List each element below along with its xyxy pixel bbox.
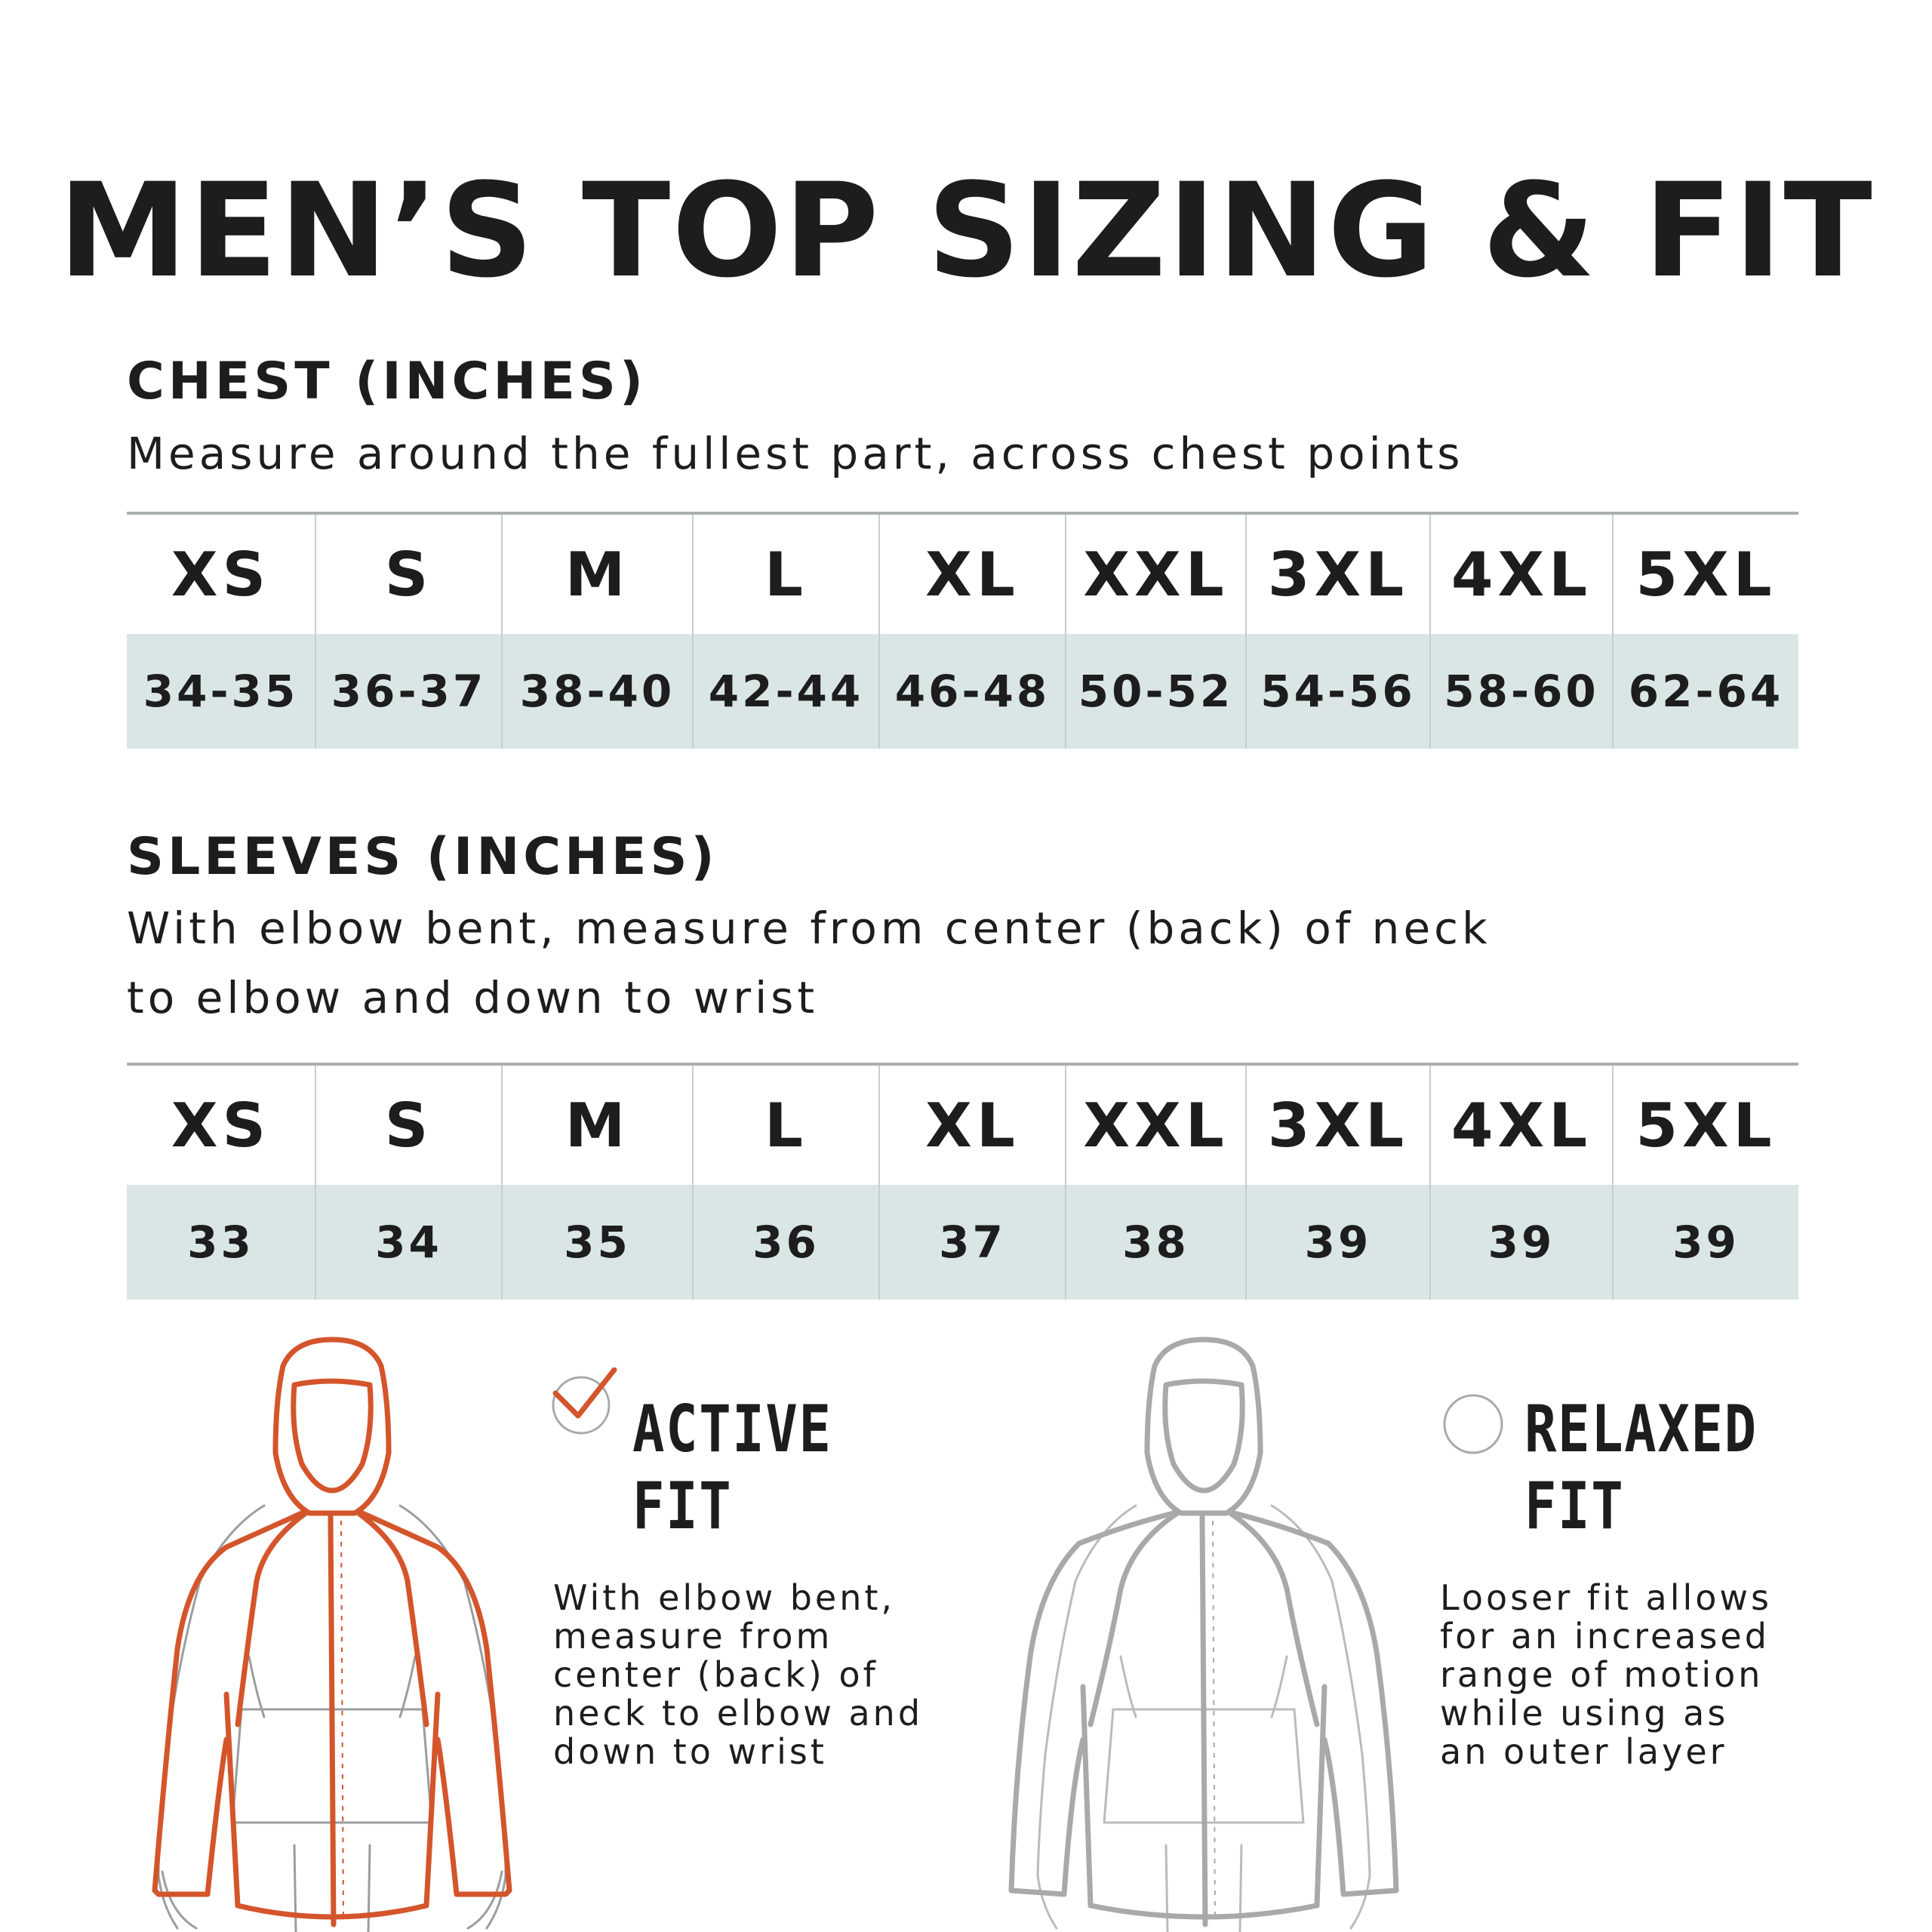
sleeves-description-line1: With elbow bent, measure from center (ba… [127,903,1491,954]
chest-size-xs: XS [171,539,271,610]
sleeves-value-xs: 33 [187,1217,254,1268]
sleeves-size-xxl: XXL [1065,1066,1245,1185]
sleeves-value-xl: 37 [878,1185,1065,1300]
relaxed-fit-title-line1: RELAXED [1524,1392,1758,1467]
sleeves-size-5xl: 5XL [1612,1066,1798,1185]
sleeves-size-m: M [501,1066,692,1185]
empty-circle-icon [1443,1394,1503,1454]
sleeves-value-xxl: 38 [1065,1185,1245,1300]
chest-value-xl: 46-48 [878,634,1065,749]
chest-description: Measure around the fullest part, across … [127,428,1464,479]
chest-value-l: 42-44 [692,634,878,749]
chest-value-xxl: 50-52 [1065,634,1245,749]
sleeves-size-xl: XL [878,1066,1065,1185]
chest-size-s: S [315,515,501,634]
sleeves-value-3xl: 39 [1245,1185,1429,1300]
sleeves-value-row: 33 34 35 36 37 38 39 39 39 [127,1185,1798,1300]
chest-size-m: M [501,515,692,634]
sleeves-size-header-row: XS S M L XL XXL 3XL 4XL 5XL [127,1066,1798,1185]
sleeves-value-4xl: 39 [1429,1185,1612,1300]
chest-size-header-row: XS S M L XL XXL 3XL 4XL 5XL [127,515,1798,634]
active-fit-jacket-illustration [152,1337,512,1932]
chest-value-row: 34-35 36-37 38-40 42-44 46-48 50-52 54-5… [127,634,1798,749]
page-title: MEN’S TOP SIZING & FIT [58,155,1874,306]
chest-value-xs: 34-35 [143,666,299,717]
sleeves-size-xs: XS [171,1090,271,1161]
sleeves-size-3xl: 3XL [1245,1066,1429,1185]
chest-value-4xl: 58-60 [1429,634,1612,749]
sleeves-size-4xl: 4XL [1429,1066,1612,1185]
sleeves-value-s: 34 [315,1185,501,1300]
sleeves-size-s: S [315,1066,501,1185]
sleeves-value-5xl: 39 [1612,1185,1798,1300]
chest-size-l: L [692,515,878,634]
active-fit-jacket-outline [152,1337,512,1927]
chest-size-table: XS S M L XL XXL 3XL 4XL 5XL 34-35 36-37 … [127,512,1798,749]
chest-size-xl: XL [878,515,1065,634]
chest-size-4xl: 4XL [1429,515,1612,634]
active-fit-title-line1: ACTIVE [632,1392,832,1467]
sleeves-value-m: 35 [501,1185,692,1300]
sleeves-value-l: 36 [692,1185,878,1300]
active-fit-description: With elbow bent, measure from center (ba… [553,1577,924,1772]
chest-size-5xl: 5XL [1612,515,1798,634]
relaxed-fit-zipper-line [1212,1520,1216,1921]
active-fit-zipper-line [340,1520,344,1921]
sleeves-size-l: L [692,1066,878,1185]
relaxed-fit-description: Looser fit allows for an increased range… [1440,1577,1773,1772]
relaxed-fit-jacket-illustration [1008,1337,1399,1932]
relaxed-fit-jacket-outline [1008,1337,1399,1927]
chest-size-3xl: 3XL [1245,515,1429,634]
sleeves-description-line2: to elbow and down to wrist [127,972,819,1023]
checkmark-icon [552,1367,617,1435]
chest-value-5xl: 62-64 [1612,634,1798,749]
relaxed-fit-title-line2: FIT [1524,1469,1625,1544]
chest-value-s: 36-37 [315,634,501,749]
chest-value-3xl: 54-56 [1245,634,1429,749]
sleeves-heading: SLEEVES (INCHES) [127,827,718,887]
chest-size-xxl: XXL [1065,515,1245,634]
relaxed-fit-body-outline [1036,1504,1371,1932]
chest-heading: CHEST (INCHES) [127,352,647,411]
sleeves-size-table: XS S M L XL XXL 3XL 4XL 5XL 33 34 35 36 … [127,1063,1798,1300]
active-fit-title-line2: FIT [632,1469,733,1544]
chest-value-m: 38-40 [501,634,692,749]
